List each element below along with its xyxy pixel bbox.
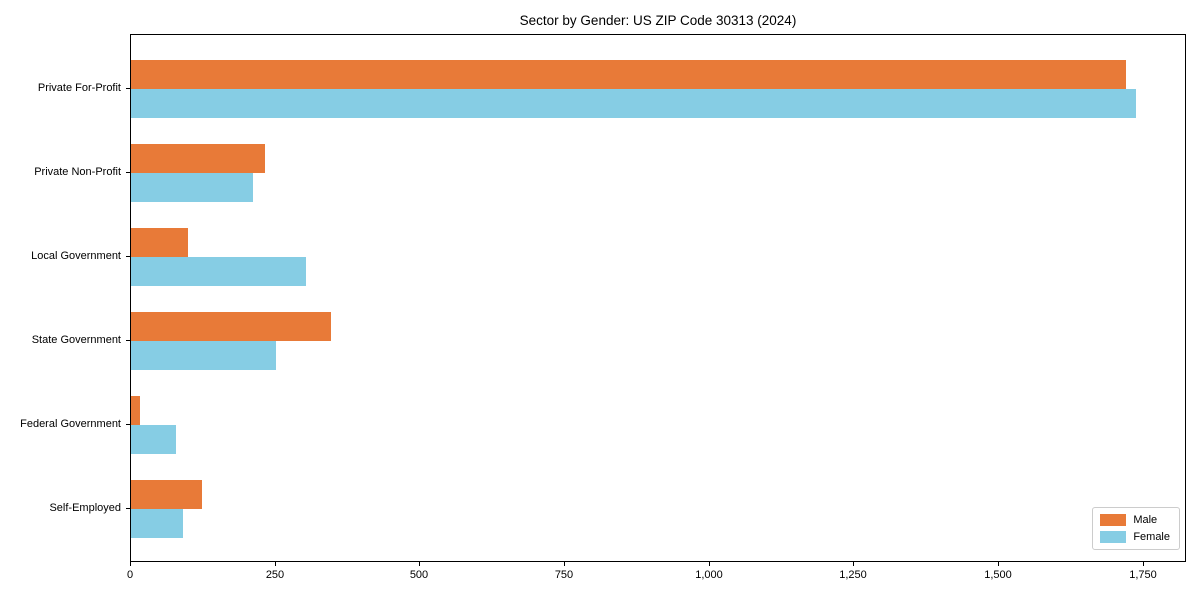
- bar-female-4: [131, 425, 176, 454]
- bar-male-0: [131, 60, 1126, 89]
- xtick-mark-5: [853, 562, 854, 566]
- ytick-label-1: Private Non-Profit: [34, 166, 121, 178]
- chart-title: Sector by Gender: US ZIP Code 30313 (202…: [519, 13, 797, 28]
- bar-female-2: [131, 257, 306, 286]
- legend-entry-male: Male: [1100, 514, 1170, 526]
- legend: Male Female: [1092, 507, 1180, 550]
- ytick-mark-3: [126, 340, 130, 341]
- plot-area: Male Female: [130, 34, 1186, 562]
- xtick-mark-7: [1143, 562, 1144, 566]
- ytick-mark-2: [126, 256, 130, 257]
- xtick-label-4: 1,000: [695, 569, 723, 581]
- ytick-mark-5: [126, 508, 130, 509]
- xtick-mark-1: [275, 562, 276, 566]
- ytick-label-2: Local Government: [31, 250, 121, 262]
- xtick-label-6: 1,500: [984, 569, 1012, 581]
- xtick-mark-2: [419, 562, 420, 566]
- male-color-swatch: [1100, 514, 1127, 526]
- bar-male-1: [131, 144, 265, 173]
- xtick-label-0: 0: [126, 569, 134, 581]
- xtick-label-5: 1,250: [839, 569, 867, 581]
- xtick-mark-4: [709, 562, 710, 566]
- ytick-mark-4: [126, 424, 130, 425]
- bar-male-2: [131, 228, 188, 257]
- bar-male-5: [131, 480, 202, 509]
- bar-male-3: [131, 312, 331, 341]
- bar-female-1: [131, 173, 253, 202]
- legend-label-female: Female: [1133, 531, 1170, 543]
- ytick-label-4: Federal Government: [20, 418, 121, 430]
- bar-female-5: [131, 509, 183, 538]
- xtick-label-3: 750: [554, 569, 574, 581]
- legend-label-male: Male: [1133, 514, 1158, 526]
- xtick-mark-3: [564, 562, 565, 566]
- female-color-swatch: [1100, 531, 1127, 543]
- xtick-label-2: 500: [409, 569, 429, 581]
- bar-female-0: [131, 89, 1136, 118]
- ytick-label-3: State Government: [31, 334, 121, 346]
- bar-female-3: [131, 341, 276, 370]
- xtick-label-1: 250: [265, 569, 285, 581]
- xtick-mark-0: [130, 562, 131, 566]
- ytick-label-0: Private For-Profit: [37, 82, 121, 94]
- legend-entry-female: Female: [1100, 531, 1170, 543]
- xtick-mark-6: [998, 562, 999, 566]
- bar-male-4: [131, 396, 140, 425]
- ytick-mark-0: [126, 88, 130, 89]
- ytick-label-5: Self-Employed: [49, 502, 121, 514]
- ytick-mark-1: [126, 172, 130, 173]
- xtick-label-7: 1,750: [1129, 569, 1157, 581]
